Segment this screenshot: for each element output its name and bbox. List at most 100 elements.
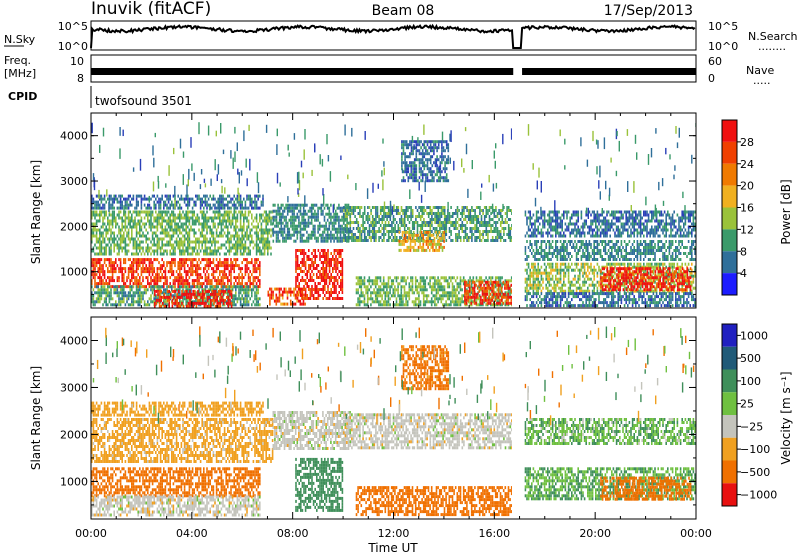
heatmap-cell <box>241 234 243 238</box>
heatmap-cell <box>217 216 219 220</box>
heatmap-cell <box>156 279 159 283</box>
heatmap-cell <box>151 210 154 214</box>
heatmap-cell <box>414 248 417 252</box>
heatmap-cell <box>171 298 174 302</box>
heatmap-cell <box>351 221 353 224</box>
heatmap-cell <box>322 239 324 243</box>
heatmap-cell <box>153 297 155 301</box>
heatmap-cell <box>347 203 350 207</box>
heatmap-cell <box>140 228 143 232</box>
heatmap-cell <box>411 282 414 286</box>
heatmap-cell <box>207 219 210 223</box>
heatmap-cell <box>301 293 303 297</box>
heatmap-cell <box>296 285 299 288</box>
heatmap-cell <box>91 264 93 268</box>
heatmap-cell <box>267 240 269 244</box>
heatmap-cell <box>370 294 372 298</box>
heatmap-cell <box>302 209 305 213</box>
heatmap-cell <box>354 236 356 239</box>
heatmap-cell <box>327 273 329 276</box>
heatmap-cell <box>236 197 239 201</box>
heatmap-cell <box>379 230 382 233</box>
heatmap-cell <box>151 213 154 217</box>
heatmap-cell <box>416 215 419 218</box>
heatmap-cell <box>343 215 345 218</box>
heatmap-cell <box>280 206 283 210</box>
heatmap-cell <box>92 200 95 204</box>
heatmap-cell <box>153 219 155 223</box>
heatmap-cell <box>148 258 151 262</box>
heatmap-cell <box>115 225 117 229</box>
heatmap-cell <box>235 210 237 214</box>
heatmap-cell <box>214 225 216 229</box>
heatmap-cell <box>151 285 154 289</box>
heatmap-cell <box>440 276 443 280</box>
heatmap-cell <box>212 258 215 262</box>
heatmap-cell <box>219 197 221 201</box>
heatmap-cell <box>274 224 276 228</box>
heatmap-cell <box>323 239 326 243</box>
heatmap-cell <box>154 289 156 293</box>
heatmap-cell <box>99 297 101 301</box>
heatmap-cell <box>434 230 436 233</box>
heatmap-cell <box>223 261 226 265</box>
heatmap-cell <box>179 246 181 250</box>
heatmap-cell <box>235 203 237 207</box>
heatmap-cell <box>190 210 192 214</box>
heatmap-cell <box>349 209 352 212</box>
heatmap-cell <box>437 279 439 283</box>
heatmap-cell <box>223 276 226 280</box>
heatmap-cell <box>161 219 163 223</box>
heatmap-cell <box>244 294 247 298</box>
heatmap-cell <box>255 200 258 204</box>
heatmap-cell <box>148 261 151 265</box>
heatmap-cell <box>244 300 247 304</box>
heatmap-cell <box>148 246 151 250</box>
heatmap-cell <box>387 294 390 298</box>
heatmap-cell <box>180 252 183 256</box>
heatmap-cell <box>306 273 308 276</box>
heatmap-cell <box>158 298 161 302</box>
heatmap-cell <box>456 227 459 230</box>
heatmap-cell <box>153 206 155 210</box>
heatmap-cell <box>129 291 131 295</box>
heatmap-cell <box>241 225 243 229</box>
heatmap-cell <box>400 285 403 289</box>
heatmap-cell <box>211 234 213 238</box>
heatmap-cell <box>255 267 258 271</box>
heatmap-cell <box>100 213 103 217</box>
heatmap-cell <box>504 227 507 230</box>
heatmap-cell <box>344 230 347 233</box>
heatmap-cell <box>257 276 259 280</box>
heatmap-cell <box>223 216 226 220</box>
heatmap-cell <box>155 219 157 223</box>
heatmap-cell <box>291 227 294 231</box>
heatmap-cell <box>190 197 192 201</box>
heatmap-cell <box>102 203 104 207</box>
heatmap-cell <box>198 216 200 220</box>
heatmap-cell <box>241 237 243 241</box>
heatmap-cell <box>129 279 131 283</box>
heatmap-cell <box>209 194 211 198</box>
heatmap-cell <box>442 303 444 307</box>
heatmap-cell <box>217 210 219 214</box>
heatmap-cell <box>260 228 263 232</box>
heatmap-cell <box>222 288 224 292</box>
heatmap-cell <box>443 218 446 221</box>
heatmap-cell <box>187 300 189 304</box>
heatmap-cell <box>274 209 276 213</box>
heatmap-cell <box>296 258 299 261</box>
heatmap-cell <box>167 294 170 298</box>
heatmap-cell <box>91 203 93 207</box>
heatmap-cell <box>227 240 229 244</box>
heatmap-cell <box>236 240 239 244</box>
heatmap-cell <box>187 246 189 250</box>
heatmap-cell <box>103 273 106 277</box>
heatmap-cell <box>204 200 207 204</box>
heatmap-cell <box>147 213 149 217</box>
heatmap-cell <box>375 221 377 224</box>
heatmap-cell <box>304 264 307 267</box>
heatmap-cell <box>317 282 320 285</box>
heatmap-cell <box>110 264 112 268</box>
heatmap-cell <box>389 288 391 292</box>
